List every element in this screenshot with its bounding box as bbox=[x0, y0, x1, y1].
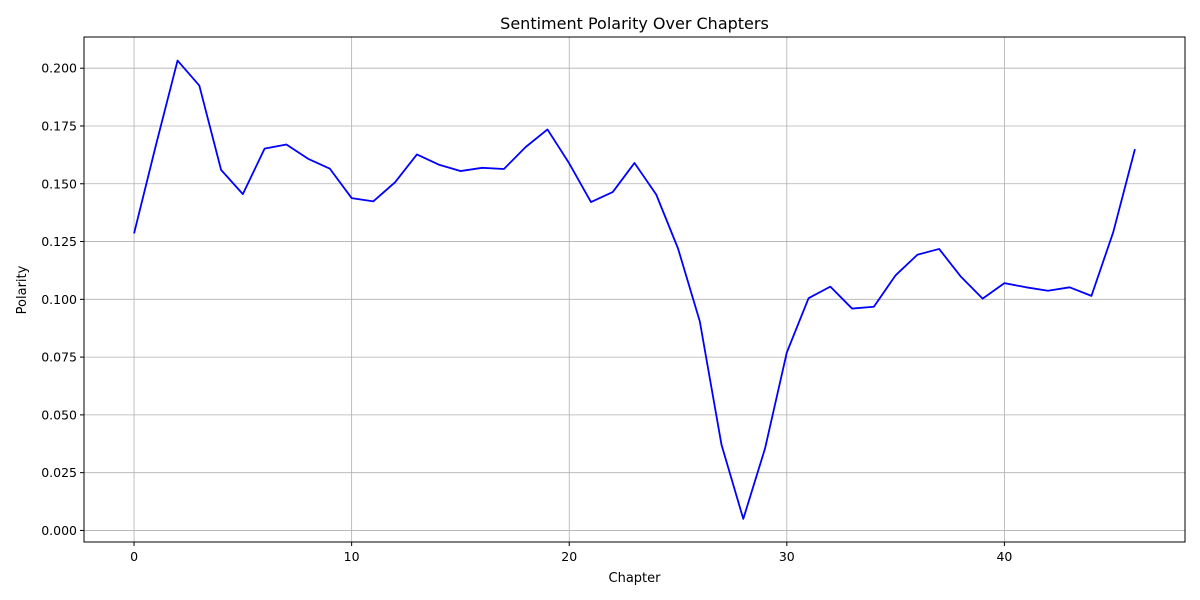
y-tick-label: 0.150 bbox=[41, 176, 77, 191]
plot-frame bbox=[83, 36, 1186, 543]
y-tick-label: 0.125 bbox=[41, 234, 77, 249]
x-tick-label: 40 bbox=[996, 549, 1012, 564]
series-line bbox=[133, 59, 1136, 520]
x-tick-label: 30 bbox=[779, 549, 795, 564]
y-tick-label: 0.050 bbox=[41, 407, 77, 422]
x-axis-title: Chapter bbox=[609, 571, 662, 586]
chart-title: Sentiment Polarity Over Chapters bbox=[500, 14, 769, 33]
series-layer bbox=[133, 59, 1136, 520]
y-tick-label: 0.025 bbox=[41, 465, 77, 480]
y-tick-label: 0.100 bbox=[41, 292, 77, 307]
x-tick-label: 0 bbox=[130, 549, 138, 564]
y-tick-label: 0.175 bbox=[41, 118, 77, 133]
y-tick-label: 0.000 bbox=[41, 523, 77, 538]
y-axis-title: Polarity bbox=[15, 265, 30, 314]
tick-layer: 0 10 20 30 40 0.000 0.025 0.050 0.075 0.100 0.125 0… bbox=[41, 61, 1012, 564]
y-tick-label: 0.075 bbox=[41, 350, 77, 365]
x-tick-label: 10 bbox=[344, 549, 360, 564]
x-tick-label: 20 bbox=[561, 549, 577, 564]
grid-layer bbox=[84, 37, 1185, 542]
y-tick-label: 0.200 bbox=[41, 61, 77, 76]
